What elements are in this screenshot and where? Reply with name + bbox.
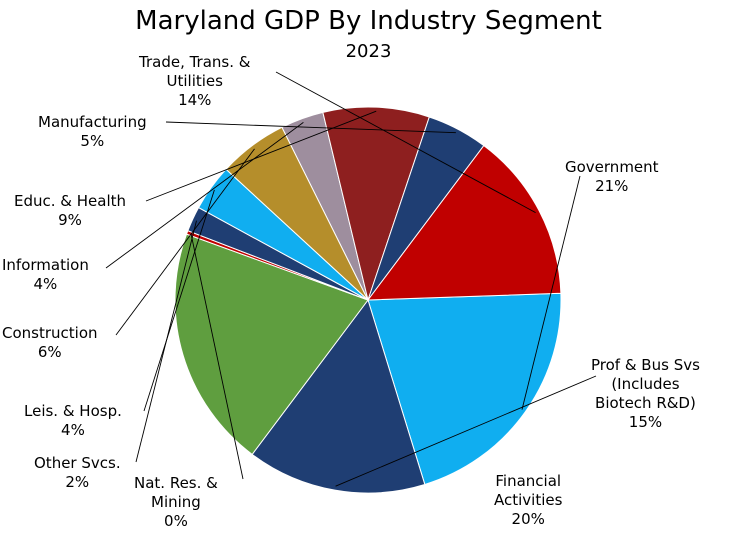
slice-percent: 9% [58,211,82,229]
leader-line [145,110,377,202]
slice-label: Prof & Bus Svs (Includes Biotech R&D) 15% [591,356,700,432]
slice-label: Government 21% [565,158,659,196]
leader-line [115,148,255,336]
pie-slice-prof-bus-svs-includes-biotech-r-d [251,298,426,494]
leader-line [275,71,536,213]
slice-label-text: Leis. & Hosp. [24,402,122,420]
slice-label-text: Manufacturing [38,113,147,131]
leader-line [105,122,304,269]
chart-title: Maryland GDP By Industry Segment [135,6,602,36]
slice-label-text: (Includes [611,375,680,393]
slice-percent: 14% [178,91,212,109]
slice-percent: 6% [37,343,62,361]
slice-label-text: Prof & Bus Svs [591,356,700,374]
slice-label: Trade, Trans. & Utilities 14% [139,53,250,110]
slice-percent: 21% [595,177,629,195]
slice-label-text: Construction [2,324,98,342]
slice-label-text: Educ. & Health [14,192,127,210]
leader-lines [105,71,597,487]
pie-slices [174,106,562,494]
slice-label-text: Financial [495,472,562,490]
slice-percent: 0% [164,512,188,530]
slice-label: Leis. & Hosp. 4% [24,402,122,440]
slice-percent: 15% [628,413,663,431]
slice-label: Financial Activities 20% [494,472,562,529]
slice-label: Other Svcs. 2% [34,454,121,492]
pie-slice-trade-trans-utilities [366,144,562,301]
slice-percent: 5% [80,132,105,150]
pie-slice-educ-health [322,106,430,302]
pie-slice-government [367,292,562,486]
slice-label-text: Mining [151,493,201,511]
slice-label-text: Activities [494,491,563,509]
slice-percent: 4% [61,421,85,439]
leader-line [190,233,244,480]
leader-line [165,121,456,134]
slice-label-text: Trade, Trans. & [139,53,251,71]
slice-label-text: Nat. Res. & [134,474,218,492]
slice-label-text: Utilities [166,72,223,90]
leader-line [521,175,581,410]
slice-label: Information 4% [2,256,89,294]
slice-label-text: Information [2,256,89,274]
slice-label: Nat. Res. & Mining 0% [134,474,218,531]
leader-line [143,189,215,412]
pie-slice-financial-activities [174,233,369,456]
slice-percent: 20% [511,510,545,528]
slice-label-text: Government [565,158,659,176]
chart-subtitle: 2023 [345,41,392,62]
slice-percent: 4% [33,275,58,293]
slice-label: Educ. & Health 9% [14,192,126,230]
slice-label: Construction 6% [2,324,98,362]
leader-line [335,375,597,487]
slice-percent: 2% [65,473,90,491]
slice-label-text: Biotech R&D) [595,394,696,412]
slice-label: Manufacturing 5% [38,113,147,151]
slice-label-text: Other Svcs. [34,454,121,472]
